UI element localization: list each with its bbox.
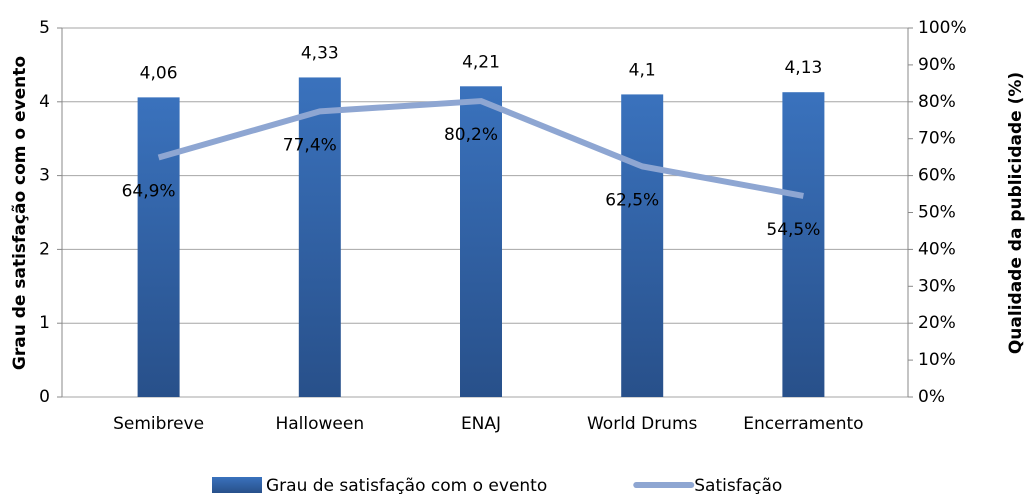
line-value-label: 64,9% (122, 182, 176, 202)
line-value-label: 77,4% (283, 135, 337, 155)
line-value-label: 80,2% (444, 125, 498, 145)
x-tick-label: Semibreve (113, 414, 204, 434)
y2-tick-label: 20% (918, 313, 956, 333)
y2-tick-label: 30% (918, 276, 956, 296)
y2-tick-label: 90% (918, 55, 956, 75)
x-tick-label: Halloween (275, 414, 364, 434)
y-tick-label: 5 (39, 18, 50, 38)
bar (137, 97, 180, 397)
y-tick-label: 3 (39, 166, 50, 186)
y2-tick-label: 50% (918, 203, 956, 223)
line-value-label: 62,5% (605, 190, 659, 210)
y2-tick-label: 40% (918, 239, 956, 259)
bar (298, 77, 341, 398)
y-tick-label: 1 (39, 313, 50, 333)
bar (460, 86, 502, 397)
line-value-label: 54,5% (766, 220, 820, 240)
y2-tick-label: 100% (918, 18, 967, 38)
legend-label: Satisfação (694, 476, 782, 496)
x-tick-label: World Drums (587, 414, 698, 434)
y2-tick-label: 80% (918, 92, 956, 112)
x-tick-label: Encerramento (743, 414, 863, 434)
line (157, 98, 804, 199)
bar-value-label: 4,13 (784, 58, 822, 78)
y-tick-label: 0 (39, 387, 50, 407)
x-tick-label: ENAJ (461, 414, 501, 434)
bar-value-label: 4,1 (629, 60, 656, 80)
bar-value-label: 4,33 (301, 43, 339, 63)
y2-tick-label: 60% (918, 166, 956, 186)
legend-swatch (212, 477, 262, 493)
bar (621, 94, 664, 398)
y2-axis-title: Qualidade da publicidade (%) (1006, 72, 1026, 354)
bar-value-label: 4,21 (462, 52, 500, 72)
y-axis-title: Grau de satisfação com o evento (10, 56, 30, 370)
y2-tick-label: 10% (918, 350, 956, 370)
y-tick-label: 2 (39, 239, 50, 259)
bar-value-label: 4,06 (140, 63, 178, 83)
y-tick-label: 4 (39, 92, 50, 112)
y2-tick-label: 70% (918, 129, 956, 149)
y2-tick-label: 0% (918, 387, 945, 407)
legend-label: Grau de satisfação com o evento (266, 476, 547, 496)
bar (782, 92, 825, 398)
